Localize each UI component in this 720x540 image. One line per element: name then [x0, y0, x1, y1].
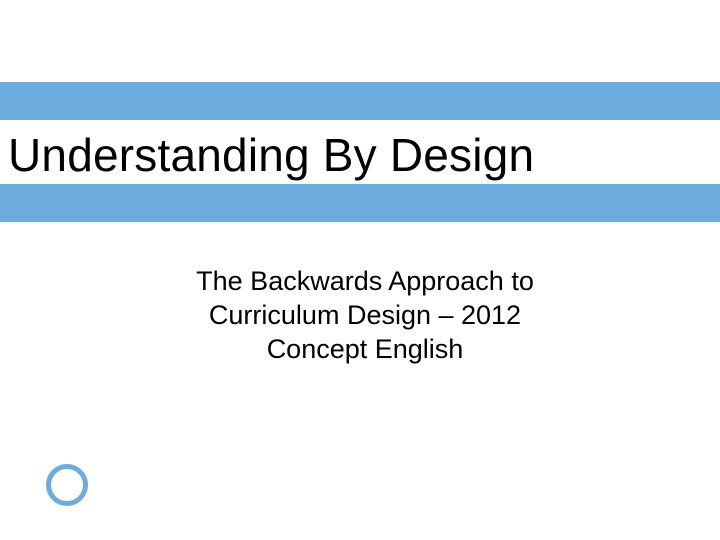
- title-band: Understanding By Design: [0, 82, 720, 222]
- subtitle-line-2: Curriculum Design – 2012: [135, 299, 595, 333]
- subtitle: The Backwards Approach to Curriculum Des…: [135, 265, 595, 366]
- subtitle-line-3: Concept English: [135, 333, 595, 367]
- bullet-circle-icon: [46, 464, 88, 506]
- band-bottom: [0, 184, 720, 222]
- slide-title: Understanding By Design: [8, 128, 534, 182]
- subtitle-line-1: The Backwards Approach to: [135, 265, 595, 299]
- band-top: [0, 82, 720, 120]
